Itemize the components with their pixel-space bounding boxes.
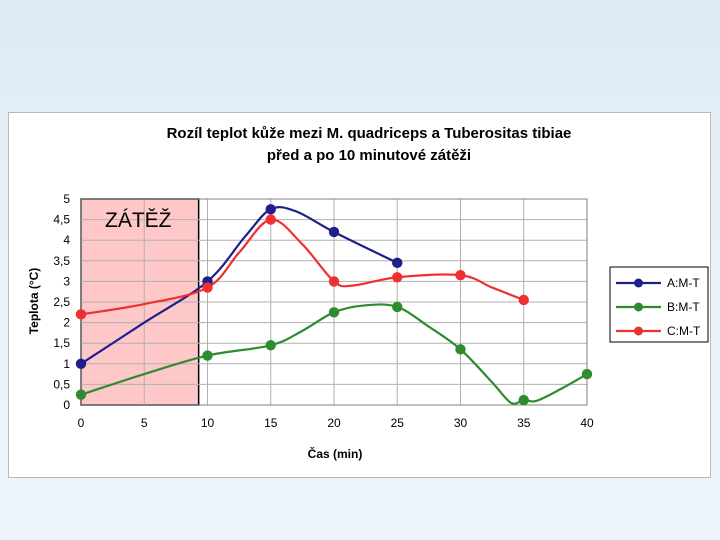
data-point-amt	[392, 257, 403, 269]
x-tick-label: 15	[264, 416, 278, 430]
data-point-cmt	[328, 276, 340, 287]
data-point-bmt	[328, 307, 340, 318]
legend: A:M-T B:M-T C:M-T	[609, 266, 709, 343]
chart-svg: ZÁTĚŽ Rozíl teplot kůže mezi M. quadrice…	[27, 125, 709, 461]
legend-marker-cmt	[634, 326, 643, 336]
data-point-cmt	[202, 282, 213, 293]
y-tick-label: 0,5	[53, 377, 70, 391]
x-tick-label: 5	[141, 416, 148, 430]
y-tick-label: 5	[63, 192, 70, 206]
annotation-label: ZÁTĚŽ	[105, 209, 172, 232]
data-point-bmt	[202, 350, 213, 361]
chart-title-line1: Rozíl teplot kůže mezi M. quadriceps a T…	[167, 125, 572, 142]
y-tick-label: 1,5	[53, 336, 70, 350]
y-tick-label: 2,5	[53, 295, 70, 309]
y-tick-label: 2	[63, 316, 70, 330]
data-point-amt	[75, 358, 87, 369]
y-tick-label: 1	[63, 357, 70, 371]
x-tick-label: 0	[78, 416, 85, 430]
x-tick-label: 20	[327, 416, 341, 430]
data-point-bmt	[392, 301, 403, 313]
x-tick-label: 40	[580, 416, 594, 430]
data-point-bmt	[265, 340, 276, 351]
data-point-bmt	[455, 344, 466, 355]
y-tick-label: 0	[63, 398, 70, 412]
data-point-cmt	[392, 272, 403, 283]
legend-box	[609, 266, 709, 343]
data-point-cmt	[518, 294, 529, 306]
legend-label-amt: A:M-T	[667, 276, 700, 290]
data-point-cmt	[265, 214, 276, 225]
legend-marker-amt	[634, 278, 643, 288]
x-axis-label: Čas (min)	[308, 446, 363, 461]
data-point-bmt	[75, 389, 87, 400]
data-point-bmt	[581, 368, 593, 380]
y-tick-label: 3	[63, 274, 70, 288]
chart-title-line2: před a po 10 minutové zátěži	[267, 147, 471, 164]
y-tick-label: 4,5	[53, 213, 70, 227]
data-point-cmt	[75, 309, 87, 320]
legend-label-bmt: B:M-T	[667, 300, 700, 314]
data-point-amt	[328, 226, 340, 238]
data-point-bmt	[518, 394, 529, 406]
x-tick-label: 25	[391, 416, 405, 430]
x-tick-label: 35	[517, 416, 531, 430]
legend-label-cmt: C:M-T	[667, 324, 701, 338]
legend-marker-bmt	[634, 302, 643, 312]
y-tick-label: 4	[63, 233, 70, 247]
chart-area: ZÁTĚŽ Rozíl teplot kůže mezi M. quadrice…	[8, 112, 711, 478]
y-tick-label: 3,5	[53, 254, 70, 268]
data-point-amt	[265, 204, 276, 215]
data-point-cmt	[455, 270, 466, 281]
x-tick-label: 30	[454, 416, 468, 430]
y-axis-label: Teplota (°C)	[27, 268, 41, 335]
plot-border	[80, 198, 588, 406]
x-tick-label: 10	[201, 416, 215, 430]
